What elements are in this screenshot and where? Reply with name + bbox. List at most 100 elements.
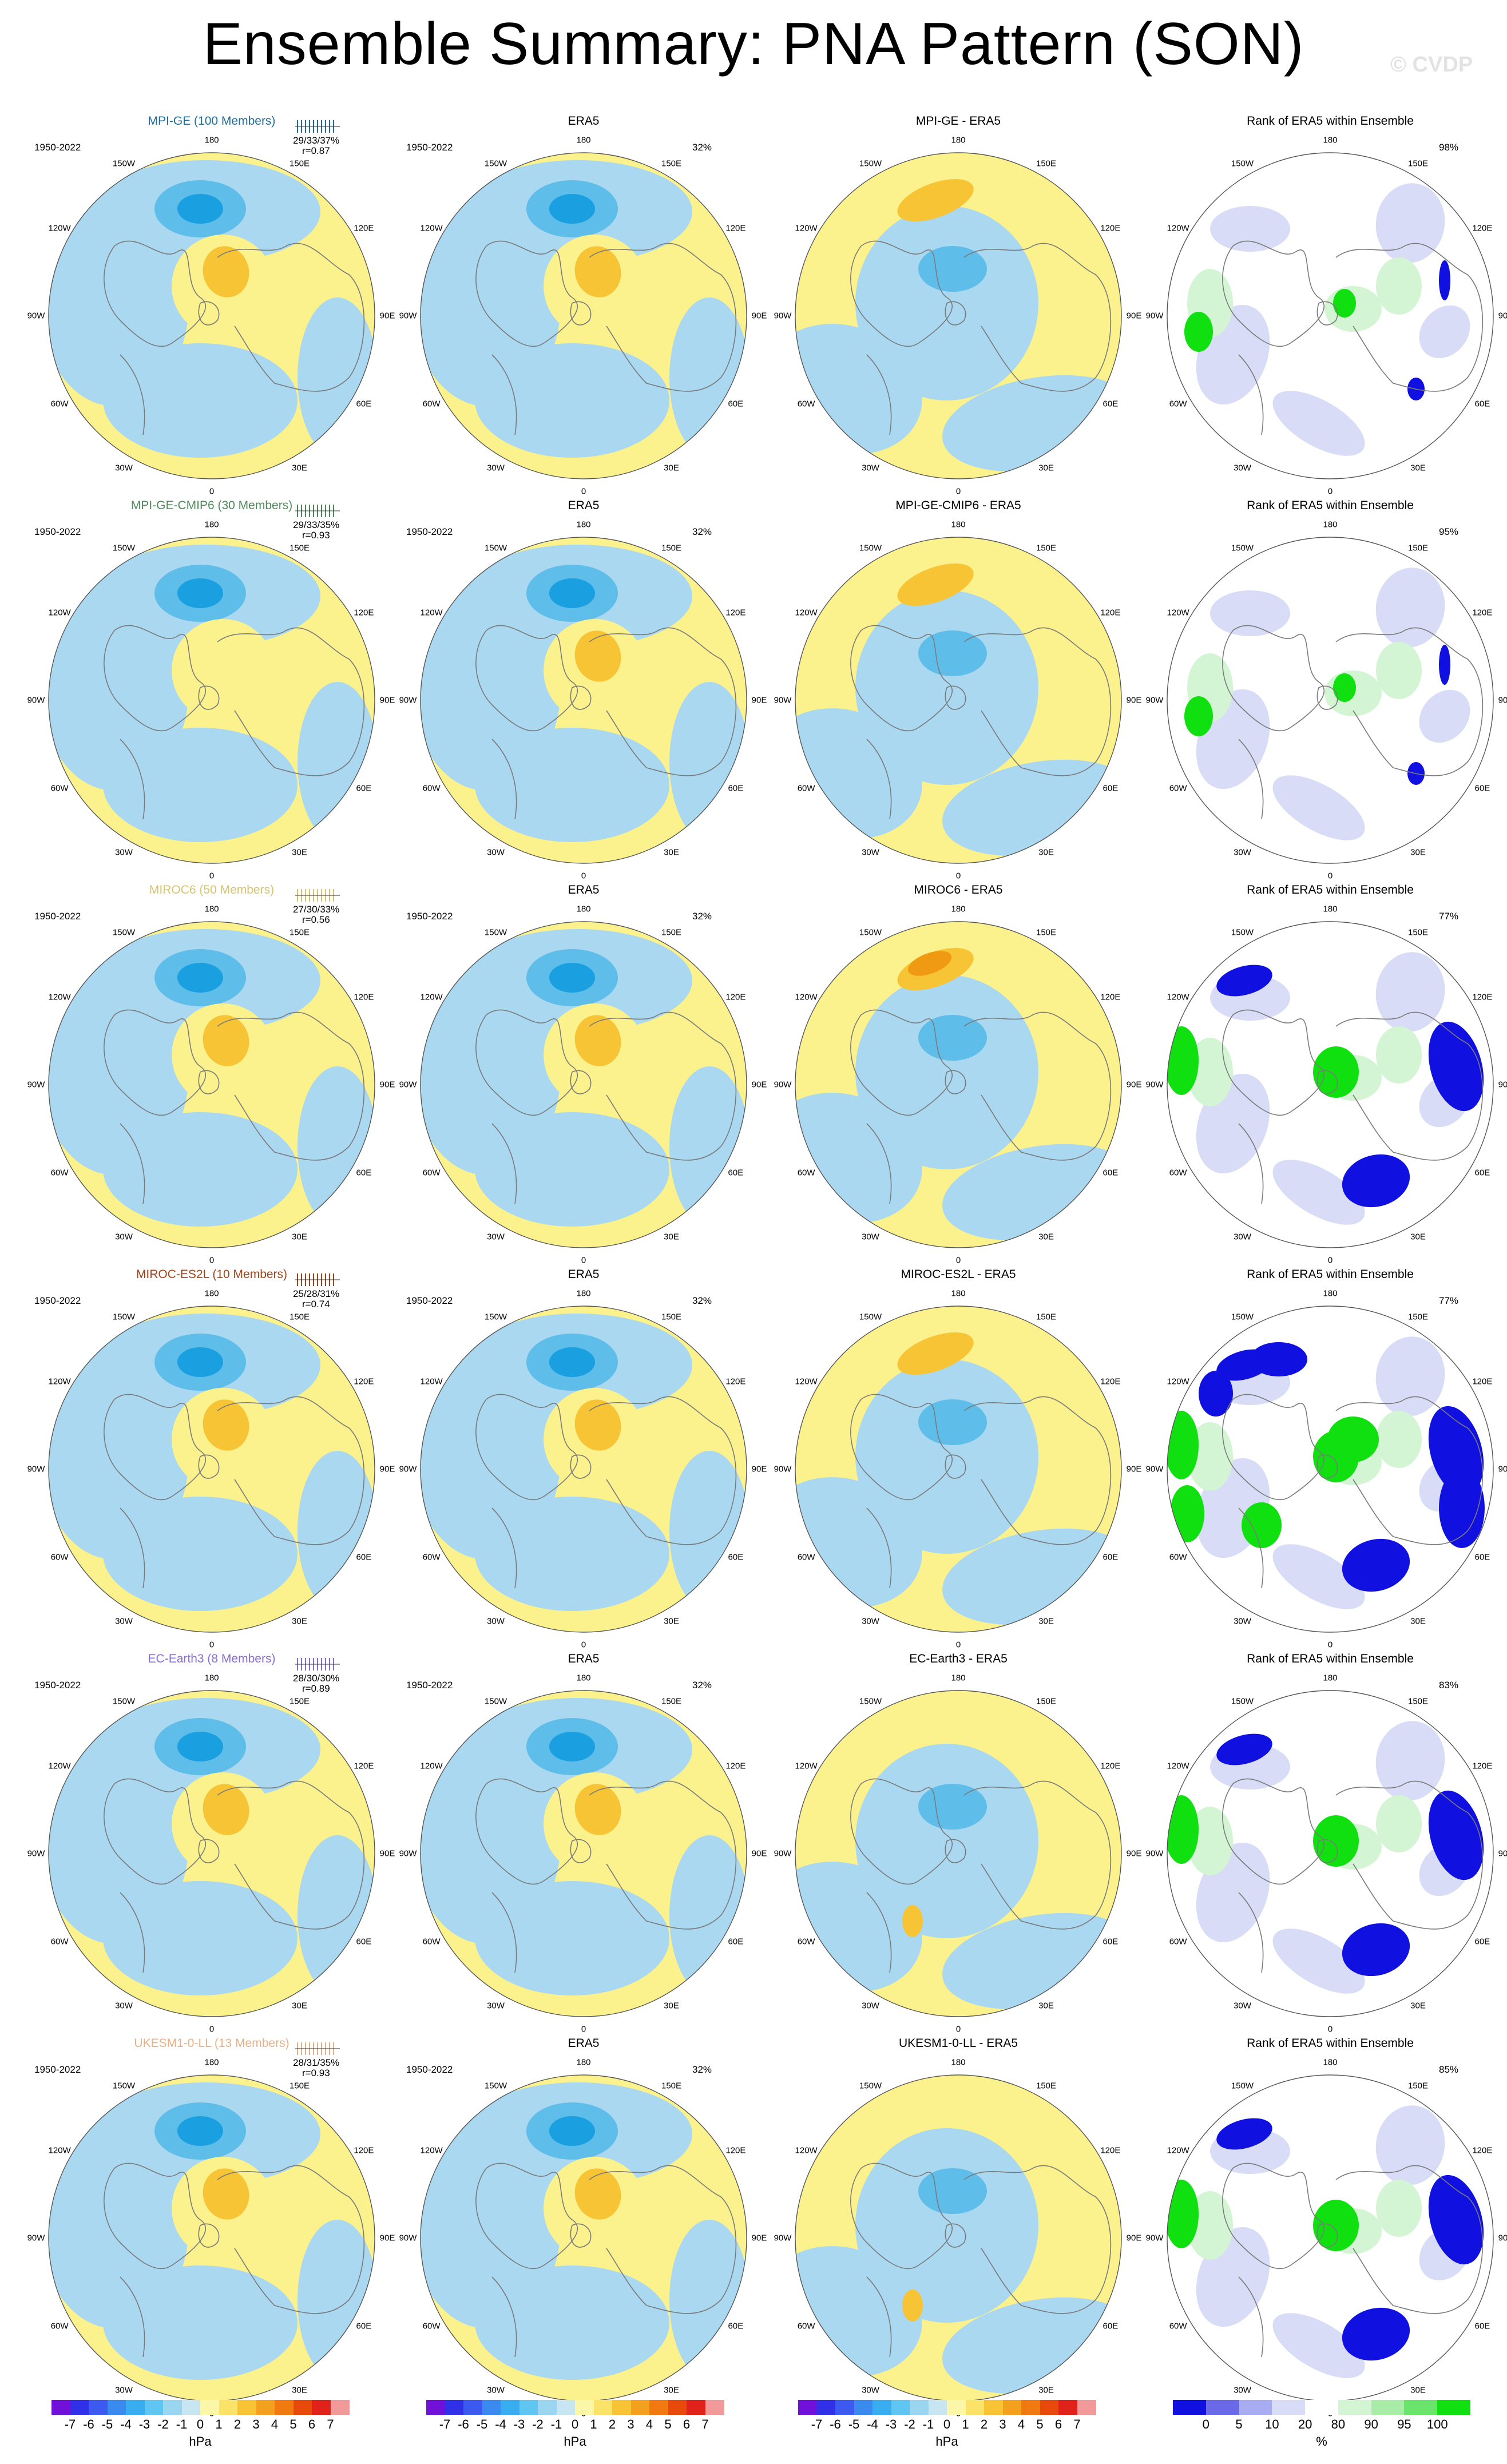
coastline-eurasia bbox=[589, 2165, 737, 2314]
longitude-label: 150W bbox=[1231, 543, 1254, 553]
longitude-label: 150E bbox=[1036, 1696, 1057, 1707]
colorbar-swatch bbox=[1002, 2400, 1022, 2415]
longitude-label: 90W bbox=[1145, 2233, 1164, 2243]
rank-low-area bbox=[1342, 2307, 1410, 2361]
panel-title: UKESM1-0-LL - ERA5 bbox=[898, 2037, 1018, 2050]
coastline-north-america bbox=[475, 240, 578, 347]
map-boundary bbox=[48, 537, 375, 864]
colorbar-tick-label: -7 bbox=[64, 2417, 76, 2431]
longitude-label: 30E bbox=[292, 1616, 307, 1626]
rank-low-area bbox=[1428, 2175, 1484, 2265]
longitude-label: 150W bbox=[112, 158, 136, 169]
longitude-label: 60W bbox=[50, 1168, 69, 1177]
longitude-label: 30W bbox=[487, 1232, 505, 1242]
longitude-label: 90E bbox=[1498, 1080, 1507, 1090]
colorbar-tick-label: -6 bbox=[458, 2417, 469, 2431]
rank-low-area bbox=[1439, 645, 1450, 685]
longitude-label: 90W bbox=[1145, 1080, 1164, 1090]
coastline-south-america bbox=[120, 739, 145, 820]
longitude-label: 120E bbox=[1472, 608, 1493, 617]
longitude-label: 90W bbox=[1145, 1848, 1164, 1859]
longitude-label: 150W bbox=[859, 158, 882, 169]
coastline-south-america bbox=[120, 1123, 145, 1204]
pattern-stats: 29/33/37% bbox=[293, 135, 340, 146]
negative-anomaly-area bbox=[475, 728, 669, 842]
longitude-label: 60W bbox=[797, 1937, 815, 1946]
longitude-label: 120W bbox=[1167, 608, 1189, 617]
longitude-label: 60E bbox=[1474, 1168, 1490, 1177]
panel-diff-1: MPI-GE - ERA5 180 150E 120E 90E 60E 30E 0 30W 60W… bbox=[774, 114, 1142, 497]
longitude-label: 60W bbox=[797, 1168, 815, 1177]
coastline-south-america bbox=[1238, 1892, 1264, 1973]
coastline-greenland bbox=[198, 1839, 220, 1863]
coastlines bbox=[1222, 240, 1484, 435]
rank-low-light-area bbox=[1375, 568, 1445, 648]
polar-map bbox=[48, 921, 375, 1248]
coastline-eurasia bbox=[963, 2165, 1112, 2314]
panel-obs-4: ERA5 1950-2022 32% 180 150E 120E 90E 60E 30E 0 30W… bbox=[399, 1268, 767, 1650]
longitude-label: 30W bbox=[115, 847, 133, 858]
coastline-eurasia bbox=[1335, 1011, 1484, 1161]
positive-anomaly-core bbox=[574, 2168, 621, 2220]
longitude-label: 60E bbox=[1103, 1937, 1119, 1946]
explained-variance: 32% bbox=[692, 911, 712, 922]
rank-percent: 77% bbox=[1439, 1295, 1459, 1306]
longitude-label: 120W bbox=[795, 1376, 818, 1386]
rank-low-light-area bbox=[1419, 689, 1470, 743]
period-label: 1950-2022 bbox=[406, 1680, 453, 1691]
longitude-label: 120W bbox=[48, 1376, 71, 1386]
longitude-label: 60W bbox=[422, 1168, 441, 1177]
map-boundary bbox=[420, 921, 747, 1248]
longitude-label: 120W bbox=[420, 2145, 443, 2155]
pattern-correlation: r=0.89 bbox=[302, 1683, 330, 1694]
colorbar-swatch bbox=[947, 2400, 966, 2415]
colorbar-tick-label: -1 bbox=[922, 2417, 934, 2431]
longitude-label: 90W bbox=[27, 1080, 45, 1090]
negative-anomaly-core bbox=[918, 1399, 987, 1445]
coastline-greenland bbox=[570, 1070, 592, 1094]
panel-title: Rank of ERA5 within Ensemble bbox=[1247, 1268, 1414, 1281]
longitude-label: 30W bbox=[862, 463, 879, 473]
colorbar-tick-label: 1 bbox=[962, 2417, 969, 2431]
positive-anomaly-core bbox=[897, 564, 974, 606]
colorbar-swatch bbox=[1058, 2400, 1077, 2415]
longitude-label: 180 bbox=[576, 519, 591, 530]
coastline-north-america bbox=[1222, 1394, 1324, 1501]
coastline-south-america bbox=[120, 354, 145, 435]
longitude-label: 120W bbox=[48, 608, 71, 617]
negative-anomaly-peak bbox=[549, 194, 595, 224]
coastline-eurasia bbox=[1335, 2165, 1484, 2314]
coastline-greenland bbox=[198, 301, 220, 326]
coastline-south-america bbox=[491, 354, 517, 435]
explained-variance: 32% bbox=[692, 1680, 712, 1691]
colorbar-tick-label: -2 bbox=[532, 2417, 544, 2431]
panel-rank-6: Rank of ERA5 within Ensemble 85% 180 150E 12… bbox=[1145, 2037, 1507, 2419]
negative-anomaly-area bbox=[103, 343, 298, 458]
coastlines bbox=[850, 240, 1112, 435]
colorbar-swatch bbox=[1021, 2400, 1040, 2415]
longitude-label: 90W bbox=[27, 695, 45, 705]
rank-low-light-area bbox=[1210, 206, 1290, 252]
colorbar-swatch bbox=[144, 2400, 164, 2415]
longitude-label: 120E bbox=[725, 608, 746, 617]
longitude-label: 0 bbox=[1327, 1255, 1333, 1265]
polar-map bbox=[420, 1690, 747, 2017]
longitude-label: 120W bbox=[1167, 1761, 1189, 1771]
longitude-label: 90W bbox=[399, 311, 417, 321]
negative-anomaly-peak bbox=[177, 2116, 223, 2146]
coastline-greenland bbox=[1316, 301, 1338, 326]
longitude-label: 150E bbox=[1407, 158, 1429, 169]
longitude-label: 120E bbox=[1472, 992, 1493, 1002]
colorbar-tick-label: 1 bbox=[590, 2417, 597, 2431]
longitude-label: 180 bbox=[1323, 2057, 1338, 2068]
colorbar-tick-label: 90 bbox=[1364, 2417, 1378, 2431]
colorbar-swatch bbox=[1205, 2400, 1240, 2415]
map-boundary bbox=[795, 537, 1122, 864]
longitude-label: 150W bbox=[484, 1312, 507, 1322]
longitude-label: 60E bbox=[728, 1168, 744, 1177]
coastline-eurasia bbox=[217, 2165, 365, 2314]
longitude-label: 150E bbox=[289, 2081, 310, 2091]
longitude-label: 120W bbox=[795, 1761, 818, 1771]
longitude-label: 30W bbox=[1234, 1232, 1251, 1242]
longitude-label: 120E bbox=[1100, 1761, 1121, 1771]
